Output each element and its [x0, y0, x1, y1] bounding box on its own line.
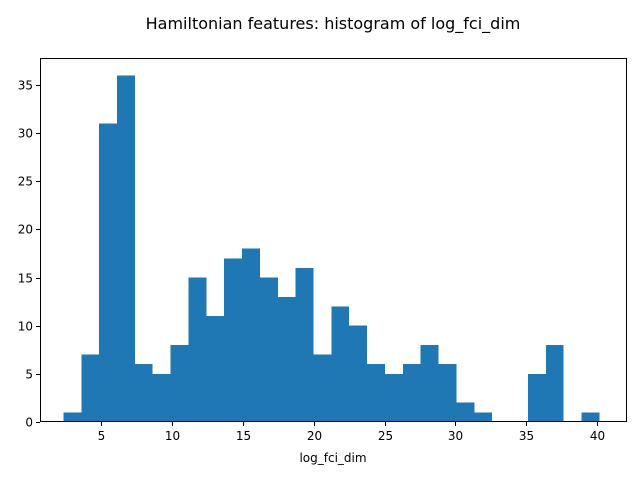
histogram-bar-23: [456, 402, 475, 422]
histogram-bar-27: [527, 373, 546, 422]
histogram-bar-3: [99, 123, 117, 423]
histogram-bar-15: [313, 354, 332, 422]
axes-frame: [40, 58, 627, 422]
histogram-bar-18: [367, 364, 385, 422]
y-tick-label: 20: [18, 223, 33, 237]
histogram-bar-20: [402, 364, 421, 422]
histogram-bar-30: [581, 412, 600, 422]
histogram-bar-13: [277, 296, 296, 422]
y-tick-label: 10: [18, 320, 33, 334]
x-axis-label: log_fci_dim: [299, 451, 366, 465]
y-tick-label: 0: [25, 416, 33, 430]
x-ticks-group: 5 10 15 20 25 30 35 40: [98, 422, 605, 443]
histogram-bar-9: [206, 316, 225, 422]
y-tick-label: 25: [18, 175, 33, 189]
histogram-bar-4: [116, 75, 135, 422]
x-tick-label: 35: [519, 429, 534, 443]
histogram-bar-2: [81, 354, 100, 422]
x-tick-label: 40: [590, 429, 605, 443]
histogram-bar-7: [170, 344, 189, 422]
bars-group: [63, 75, 600, 423]
y-ticks-group: 0 5 10 15 20 25 30 35: [18, 79, 40, 430]
histogram-bar-14: [295, 267, 314, 422]
histogram-bar-1: [63, 412, 82, 422]
x-tick-label: 30: [448, 429, 463, 443]
y-tick-label: 30: [18, 127, 33, 141]
histogram-bar-12: [259, 277, 278, 422]
y-tick-label: 5: [25, 368, 33, 382]
chart-title: Hamiltonian features: histogram of log_f…: [146, 14, 521, 34]
histogram-bar-22: [438, 364, 457, 422]
histogram-bar-24: [474, 412, 493, 422]
histogram-bar-19: [384, 373, 403, 422]
histogram-bar-21: [420, 344, 439, 422]
x-tick-label: 25: [378, 429, 393, 443]
x-tick-label: 5: [98, 429, 106, 443]
histogram-bar-8: [188, 277, 207, 422]
y-tick-label: 15: [18, 272, 33, 286]
x-tick-label: 20: [307, 429, 322, 443]
histogram-bar-28: [545, 344, 564, 422]
x-tick-label: 15: [236, 429, 251, 443]
histogram-bar-17: [349, 325, 368, 422]
histogram-bar-16: [331, 306, 350, 422]
x-tick-label: 10: [165, 429, 180, 443]
histogram-bar-6: [152, 373, 171, 422]
y-tick-label: 35: [18, 79, 33, 93]
histogram-bar-10: [224, 258, 243, 422]
histogram-bar-11: [242, 248, 260, 422]
histogram-bar-5: [134, 364, 153, 422]
